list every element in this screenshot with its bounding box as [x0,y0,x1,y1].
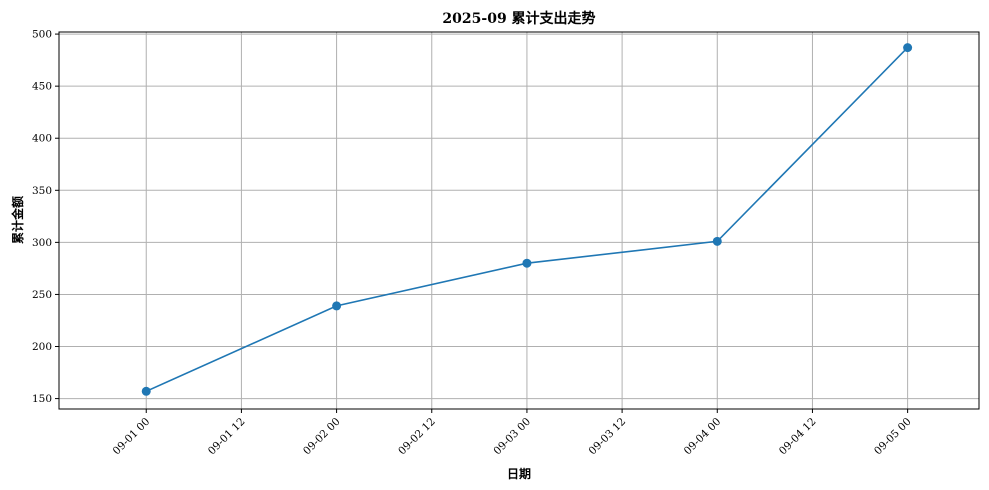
x-axis: 09-01 00 09-01 12 09-02 00 09-02 12 09-03 00… [111,409,914,457]
y-tick-label: 150 [32,393,52,405]
x-tick-label: 09-02 00 [301,416,343,458]
x-tick-label: 09-02 12 [396,416,438,458]
data-point [522,258,532,268]
data-point [141,386,151,396]
x-axis-label: 日期 [507,466,531,481]
x-tick-label: 09-04 00 [682,416,724,458]
y-axis-label: 累计金额 [10,196,25,244]
data-point [903,43,913,53]
y-tick-label: 400 [32,133,52,145]
x-tick-label: 09-03 12 [587,416,629,458]
y-tick-label: 300 [32,237,52,249]
plot-frame [58,31,980,410]
x-tick-label: 09-04 12 [777,416,819,458]
x-tick-label: 09-01 12 [206,416,248,458]
y-tick-label: 350 [32,185,52,197]
y-axis: 150 200 250 300 350 400 450 500 [32,29,59,405]
data-point [712,236,722,246]
y-tick-label: 500 [32,29,52,41]
x-tick-label: 09-01 00 [111,416,153,458]
data-points [141,43,913,396]
x-tick-label: 09-05 00 [872,416,914,458]
y-tick-label: 250 [32,289,52,301]
data-point [332,301,342,311]
chart-title: 2025-09 累计支出走势 [442,10,595,27]
y-tick-label: 450 [32,81,52,93]
y-tick-label: 200 [32,341,52,353]
grid [59,32,979,409]
x-tick-label: 09-03 00 [491,416,533,458]
